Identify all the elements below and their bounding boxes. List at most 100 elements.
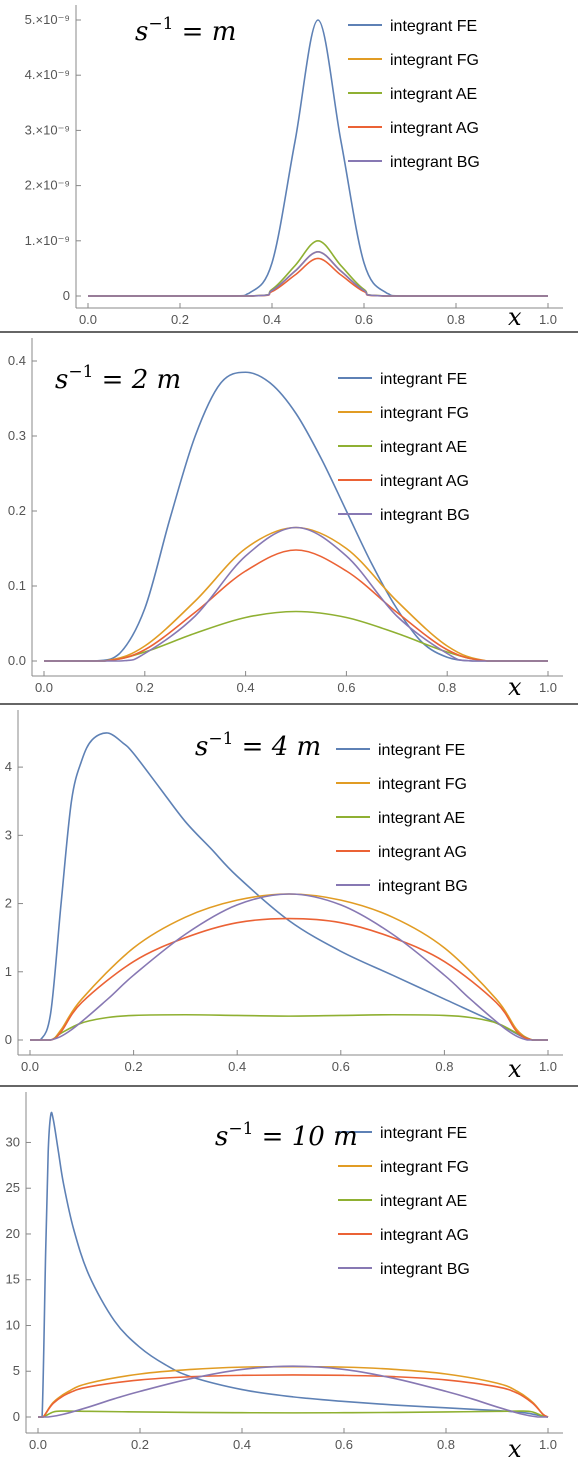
legend-label: integrant AG xyxy=(380,473,469,490)
legend-label: integrant AG xyxy=(380,1227,469,1244)
x-tick-label: 0.6 xyxy=(332,1059,350,1074)
series-line-integrant-ag xyxy=(44,549,548,662)
series-line-integrant-fe xyxy=(88,19,548,297)
panel-divider xyxy=(0,703,578,705)
series-line-integrant-ae xyxy=(38,1410,549,1418)
y-tick-label: 0.0 xyxy=(8,653,26,668)
x-tick-label: 0.8 xyxy=(447,312,465,327)
x-tick-label: 0.2 xyxy=(131,1437,149,1452)
x-tick-label: 1.0 xyxy=(539,1437,557,1452)
series-line-integrant-ag xyxy=(88,257,548,297)
x-tick-label: 0.8 xyxy=(437,1437,455,1452)
y-tick-label: 30 xyxy=(6,1134,20,1149)
x-tick-label: 1.0 xyxy=(539,680,557,695)
y-tick-label: 0.2 xyxy=(8,503,26,518)
chart-title: s−1 = 10 m xyxy=(215,1119,358,1152)
y-tick-label: 1.×10⁻⁹ xyxy=(25,233,70,248)
chart-3-svg: 0.0 0.2 0.4 0.6 0.8 1.0 0 1 2 3 4 integrant FE integ… xyxy=(5,710,563,1083)
y-tick-label: 10 xyxy=(6,1317,20,1332)
legend-label: integrant FG xyxy=(378,776,467,793)
series-line-integrant-fe xyxy=(38,1111,549,1418)
legend-label: integrant BG xyxy=(378,878,468,895)
chart-panel-4: 0.0 0.2 0.4 0.6 0.8 1.0 0 5 10 15 20 25 30 integrant … xyxy=(0,1087,578,1465)
series-line-integrant-bg xyxy=(44,526,548,662)
y-tick-label: 15 xyxy=(6,1272,20,1287)
chart-2-svg: 0.0 0.2 0.4 0.6 0.8 1.0 0.0 0.1 0.2 0.3 0.4 integra… xyxy=(8,338,563,701)
legend-label: integrant FG xyxy=(390,52,479,69)
series-line-integrant-fg xyxy=(44,526,548,662)
y-tick-label: 0 xyxy=(63,288,70,303)
legend-label: integrant FE xyxy=(390,18,477,35)
chart-panel-2: 0.0 0.2 0.4 0.6 0.8 1.0 0.0 0.1 0.2 0.3 0.4 integra… xyxy=(0,333,578,703)
y-tick-label: 25 xyxy=(6,1180,20,1195)
x-tick-label: 0.8 xyxy=(435,1059,453,1074)
chart-title: s−1 = m xyxy=(135,14,236,47)
x-tick-label: 0.4 xyxy=(228,1059,246,1074)
legend-label: integrant BG xyxy=(390,154,480,171)
y-tick-label: 4 xyxy=(5,759,12,774)
series-line-integrant-ag xyxy=(30,917,548,1041)
y-tick-label: 0 xyxy=(5,1032,12,1047)
y-tick-label: 4.×10⁻⁹ xyxy=(25,67,70,82)
legend-label: integrant AE xyxy=(390,86,477,103)
series-line-integrant-ae xyxy=(30,1013,548,1041)
series-line-integrant-fe xyxy=(30,732,548,1041)
y-tick-label: 0 xyxy=(13,1409,20,1424)
legend-label: integrant FE xyxy=(378,742,465,759)
legend-label: integrant AG xyxy=(378,844,467,861)
legend-label: integrant FE xyxy=(380,371,467,388)
legend-label: integrant FE xyxy=(380,1125,467,1142)
x-tick-label: 0.0 xyxy=(21,1059,39,1074)
y-tick-label: 0.1 xyxy=(8,578,26,593)
x-axis-label: x xyxy=(508,1055,522,1083)
y-tick-label: 3.×10⁻⁹ xyxy=(25,122,70,137)
y-tick-label: 5 xyxy=(13,1363,20,1378)
y-tick-label: 5.×10⁻⁹ xyxy=(25,12,70,27)
series-line-integrant-bg xyxy=(88,251,548,297)
series-line-integrant-fe xyxy=(44,371,548,662)
x-tick-label: 1.0 xyxy=(539,312,557,327)
x-tick-label: 0.4 xyxy=(237,680,255,695)
chart-4-svg: 0.0 0.2 0.4 0.6 0.8 1.0 0 5 10 15 20 25 30 integrant … xyxy=(6,1092,563,1463)
x-tick-label: 1.0 xyxy=(539,1059,557,1074)
legend-label: integrant AE xyxy=(380,1193,467,1210)
legend-label: integrant AE xyxy=(380,439,467,456)
x-tick-label: 0.2 xyxy=(171,312,189,327)
y-tick-label: 1 xyxy=(5,964,12,979)
panel-divider xyxy=(0,1085,578,1087)
x-axis-label: x xyxy=(508,303,522,331)
x-tick-label: 0.6 xyxy=(355,312,373,327)
x-tick-label: 0.6 xyxy=(337,680,355,695)
legend-label: integrant BG xyxy=(380,507,470,524)
x-tick-label: 0.4 xyxy=(233,1437,251,1452)
x-axis-label: x xyxy=(508,1435,522,1463)
legend-label: integrant AE xyxy=(378,810,465,827)
series-line-integrant-bg xyxy=(30,893,548,1041)
y-tick-label: 3 xyxy=(5,827,12,842)
x-tick-label: 0.6 xyxy=(335,1437,353,1452)
legend-label: integrant FG xyxy=(380,405,469,422)
series-line-integrant-bg xyxy=(38,1365,548,1418)
panel-divider xyxy=(0,331,578,333)
chart-title: s−1 = 4 m xyxy=(195,729,321,762)
x-tick-label: 0.0 xyxy=(29,1437,47,1452)
chart-title: s−1 = 2 m xyxy=(55,362,181,395)
series-line-integrant-ae xyxy=(88,239,548,297)
x-tick-label: 0.2 xyxy=(136,680,154,695)
x-tick-label: 0.4 xyxy=(263,312,281,327)
x-tick-label: 0.0 xyxy=(35,680,53,695)
x-tick-label: 0.2 xyxy=(125,1059,143,1074)
chart-panel-1: 0.0 0.2 0.4 0.6 0.8 1.0 0 1.×10⁻⁹ 2.×10⁻⁹ 3.×10⁻⁹… xyxy=(0,0,578,331)
chart-panel-3: 0.0 0.2 0.4 0.6 0.8 1.0 0 1 2 3 4 integrant FE integ… xyxy=(0,705,578,1085)
x-tick-label: 0.0 xyxy=(79,312,97,327)
series-line-integrant-ag xyxy=(38,1374,549,1418)
x-axis-label: x xyxy=(508,673,522,701)
x-tick-label: 0.8 xyxy=(438,680,456,695)
y-tick-label: 2.×10⁻⁹ xyxy=(25,178,70,193)
legend-label: integrant AG xyxy=(390,120,479,137)
chart-1-svg: 0.0 0.2 0.4 0.6 0.8 1.0 0 1.×10⁻⁹ 2.×10⁻⁹ 3.×10⁻⁹… xyxy=(25,5,563,331)
legend-label: integrant BG xyxy=(380,1261,470,1278)
y-tick-label: 0.4 xyxy=(8,353,26,368)
y-tick-label: 20 xyxy=(6,1226,20,1241)
y-tick-label: 0.3 xyxy=(8,428,26,443)
